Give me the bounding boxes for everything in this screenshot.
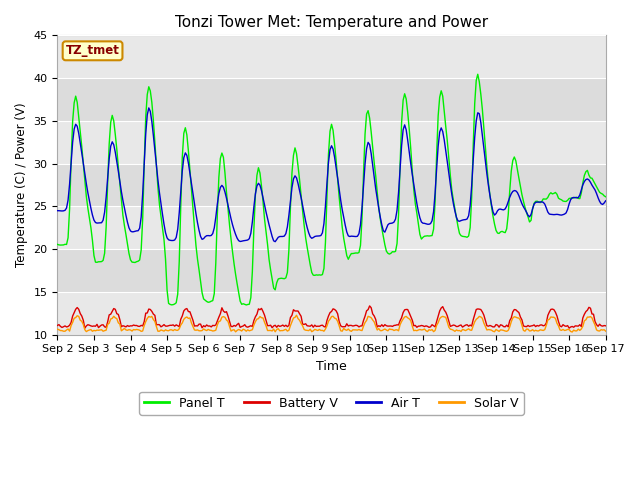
Bar [58, 121, 605, 164]
Legend: Panel T, Battery V, Air T, Solar V: Panel T, Battery V, Air T, Solar V [140, 392, 524, 415]
Bar [58, 206, 605, 249]
Title: Tonzi Tower Met: Temperature and Power: Tonzi Tower Met: Temperature and Power [175, 15, 488, 30]
Text: TZ_tmet: TZ_tmet [66, 44, 120, 57]
Y-axis label: Temperature (C) / Power (V): Temperature (C) / Power (V) [15, 103, 28, 267]
X-axis label: Time: Time [316, 360, 347, 373]
Bar [58, 36, 605, 78]
Bar [58, 292, 605, 335]
